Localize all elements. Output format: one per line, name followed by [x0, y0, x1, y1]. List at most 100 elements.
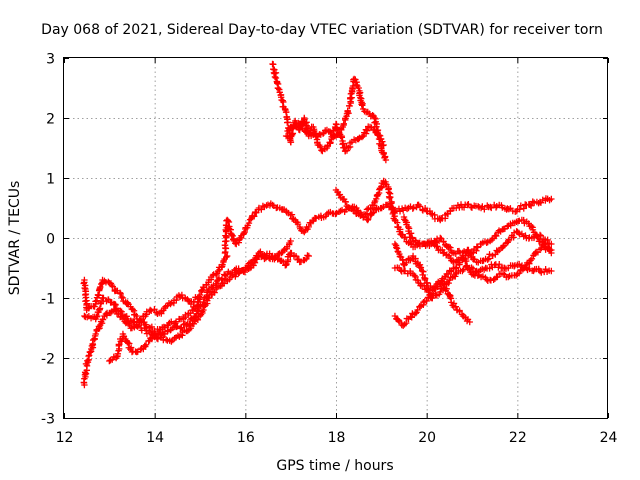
axis-ticks: 12 14 16 18 20 22 24 3 2 1 0 -1 -2 -3 [41, 52, 617, 447]
data-point [548, 195, 555, 203]
chart-title: Day 068 of 2021, Sidereal Day-to-day VTE… [41, 22, 603, 38]
x-tick-label: 22 [509, 430, 527, 446]
data-point [491, 261, 498, 269]
x-tick-label: 20 [418, 430, 436, 446]
trail-point [403, 205, 411, 213]
data-point [183, 321, 190, 329]
trail-point [387, 194, 394, 201]
trail-point [453, 264, 460, 271]
trail-point [362, 211, 369, 218]
trail-point [485, 255, 492, 262]
trail-point [209, 272, 217, 279]
trail-point [274, 85, 282, 92]
trail-point [305, 223, 312, 231]
trail-point [334, 131, 342, 138]
trail-point [284, 119, 291, 126]
trail-point [416, 303, 423, 310]
trail-point [155, 330, 162, 338]
trail-point [339, 141, 346, 148]
trail-point [272, 74, 280, 82]
trail-point [151, 306, 158, 313]
trail-point [223, 253, 230, 261]
data-point [382, 156, 390, 164]
trail-point [359, 102, 366, 109]
trail-point [393, 245, 401, 252]
trail-point [340, 121, 347, 129]
trail-point [338, 134, 346, 141]
trail-point [241, 268, 249, 276]
trail-point [107, 309, 114, 317]
trail-point [289, 131, 296, 138]
trail-point [185, 297, 192, 304]
trail-point [484, 256, 491, 263]
trail-point [92, 298, 99, 305]
trail-point [274, 79, 281, 87]
trail-point [473, 243, 481, 250]
y-tick-label: -3 [41, 412, 55, 428]
data-point [246, 264, 254, 272]
trail-point [394, 316, 402, 324]
x-tick-label: 16 [237, 430, 255, 446]
trail-point [289, 130, 297, 137]
trail-point [459, 267, 466, 275]
trail-point [469, 265, 477, 273]
trail-point [116, 289, 124, 296]
trail-point [363, 127, 371, 134]
trail-point [142, 341, 150, 348]
trail-point [226, 223, 233, 230]
series-track-9 [391, 216, 555, 294]
trail-point [528, 223, 535, 230]
trail-point [326, 128, 334, 135]
data-point [437, 234, 444, 242]
trail-point [542, 240, 550, 247]
data-point [346, 102, 353, 110]
x-tick-label: 18 [328, 430, 346, 446]
series-track-12 [282, 75, 390, 164]
trail-point [544, 236, 551, 244]
trail-point [417, 264, 425, 271]
trail-point [496, 261, 503, 268]
trail-point [390, 209, 397, 216]
trail-point [425, 286, 432, 294]
trail-point [372, 123, 380, 130]
y-tick-label: 3 [46, 52, 55, 68]
trail-point [511, 263, 518, 270]
data-point [423, 297, 430, 305]
trail-point [470, 271, 477, 278]
data-point [305, 252, 312, 260]
trail-point [148, 323, 156, 331]
trail-point [365, 215, 372, 223]
trail-point [399, 256, 406, 264]
trail-point [124, 320, 132, 327]
series-track-3 [80, 252, 231, 389]
trail-point [98, 320, 106, 327]
data-point [214, 267, 222, 275]
trail-point [528, 255, 536, 262]
data-point [228, 231, 235, 239]
data-point [548, 267, 555, 275]
data-point [196, 294, 204, 302]
data-point [505, 273, 512, 281]
trail-point [153, 335, 161, 342]
trail-point [336, 191, 344, 198]
trail-point [117, 290, 124, 298]
data-point [355, 135, 362, 143]
trail-point [449, 274, 456, 281]
x-tick-label: 14 [146, 430, 164, 446]
trail-point [400, 260, 407, 268]
data-point [167, 300, 174, 308]
trail-point [487, 203, 494, 211]
y-tick-label: -1 [41, 292, 55, 308]
series-track-10 [400, 213, 555, 285]
trail-point [533, 232, 541, 239]
trail-point [114, 350, 122, 358]
trail-point [95, 323, 103, 330]
trail-point [93, 313, 100, 321]
y-axis-label: SDTVAR / TECUs [7, 181, 23, 296]
trail-point [434, 243, 441, 250]
trail-point [443, 285, 450, 293]
x-axis-label: GPS time / hours [276, 458, 393, 474]
trail-point [402, 319, 410, 327]
trail-point [344, 107, 351, 114]
